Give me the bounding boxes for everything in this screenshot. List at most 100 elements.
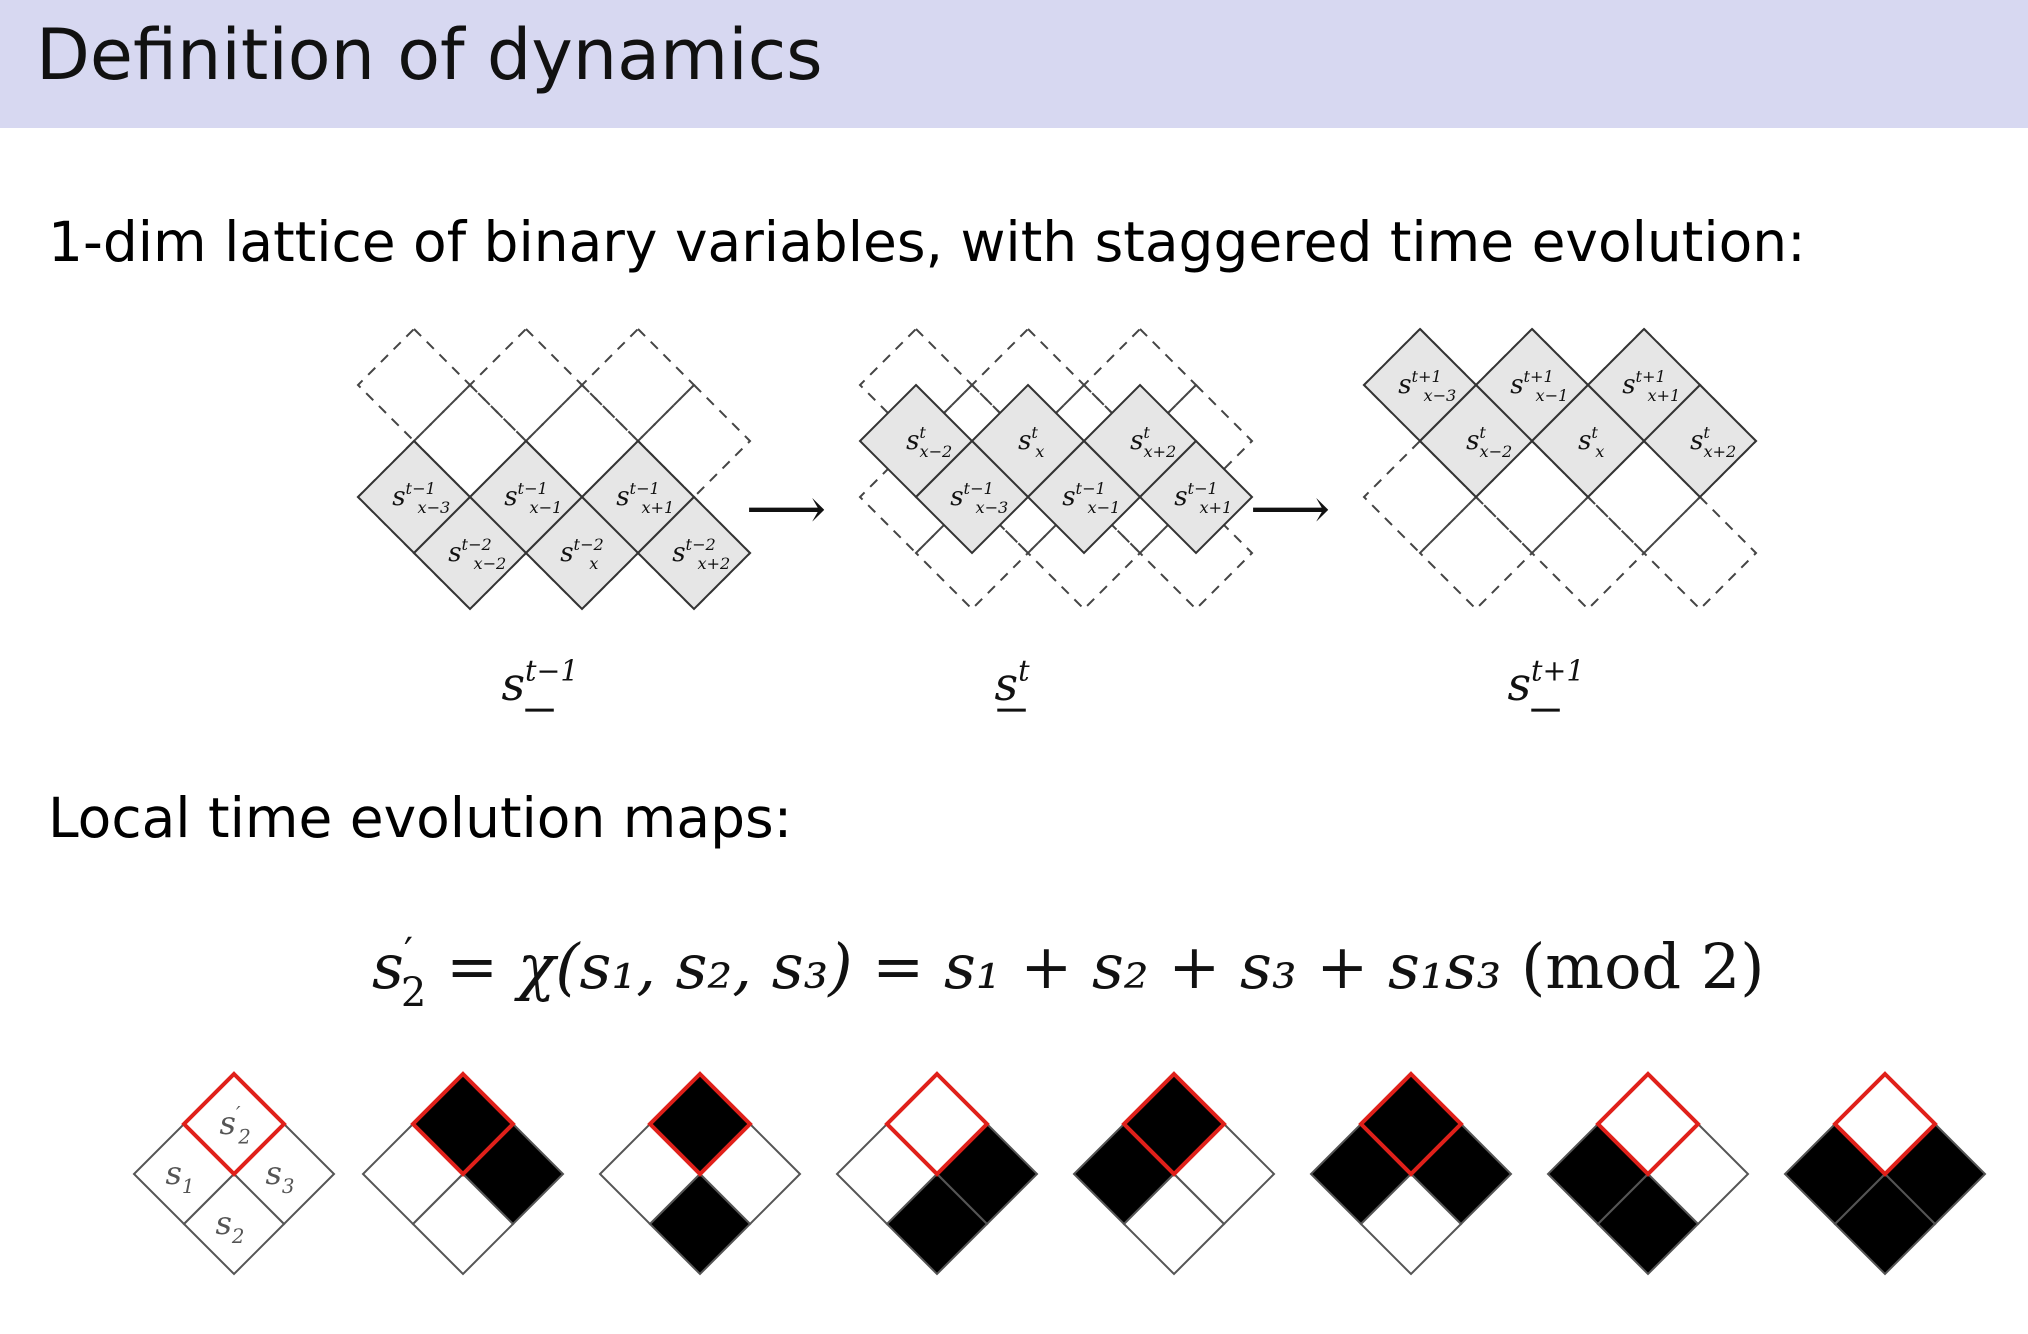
svg-text:s3: s3 [265,1154,294,1198]
svg-text:stx−2: st x−2 [906,423,952,461]
lattice-cell-label: st−1 x+1 [616,479,674,517]
svg-text:stx+2: st x+2 [1130,423,1176,461]
svg-text:st+1x+1: st+1 x+1 [1622,367,1680,405]
legend-cell-highlight [181,1071,287,1177]
local-maps-heading: Local time evolution maps: [48,786,793,850]
rule-legend: s′ 2 s1 s3 s2 [132,1071,336,1276]
lattice-cell-label: st+1 x+1 [1622,367,1680,405]
lattice-cell [1418,383,1534,499]
lattice-caption: st [994,655,1030,712]
rule-cell-s2 [1122,1172,1226,1276]
svg-text:st−1x−1: st−1 x−1 [1062,479,1120,517]
lattice-cell-label: st−2 x−2 [448,535,506,573]
lattice-panel-2: st x−2 st x st x+2 st−1 x−3 st−1 x−1 st−1 x+1 st [858,327,1254,712]
lattice-cell [914,439,1030,555]
lattice-panel-3: st+1 x−3 st+1 x−1 st+1 x+1 st x−2 st x st x+2 st+1 [1362,327,1758,712]
rule-cell-output [1595,1071,1701,1177]
svg-text:s′2 = χ(s₁, s₂, s₃) = s₁ + s₂: s′ 2 = χ(s₁, s₂, s₃) = s₁ + s₂ + s₃ + s₁s… [372,930,1764,1016]
legend-label-top: s′ 2 [220,1103,251,1149]
lattice-cell-label: st x [1018,423,1044,461]
legend-label-bottom: s2 [215,1204,244,1248]
legend-label-left: s1 [165,1154,194,1198]
lattice-cell-label: st−2 x [560,535,604,573]
title-bar [0,0,2028,128]
lattice-cell-label: st x [1578,423,1604,461]
rule-cell-output [884,1071,990,1177]
rule-cell-s2 [1359,1172,1463,1276]
svg-text:st−2x+2: st−2 x+2 [672,535,730,573]
lattice-cell [1642,383,1758,499]
rule-cell-s2 [411,1172,515,1276]
svg-text:st−2x−2: st−2 x−2 [448,535,506,573]
lattice-cell-empty [580,327,696,443]
rule-cell-s2 [1596,1172,1700,1276]
lattice-caption: st−1 [501,655,579,712]
svg-text:s′2: s′ 2 [220,1103,251,1149]
lattice-caption: st+1 [1507,655,1585,712]
lattice-cell-label: st+1 x−1 [1510,367,1568,405]
slide-title: Definition of dynamics [36,14,823,96]
rule-cell-s2 [1833,1172,1937,1276]
arrow-2: ⟶ [1250,477,1330,542]
lattice-cell-label: st−2 x+2 [672,535,730,573]
lattice-intro-text: 1-dim lattice of binary variables, with … [48,210,1806,274]
svg-text:st−1x+1: st−1 x+1 [1174,479,1232,517]
lattice-cell-label: st−1 x−3 [392,479,450,517]
rule-example-6 [1546,1071,1750,1276]
rule-cell-s2 [648,1172,752,1276]
arrow-1: ⟶ [746,477,826,542]
svg-text:st+1x−1: st+1 x−1 [1510,367,1568,405]
svg-text:stx: st x [1018,423,1044,461]
svg-text:st−1: st−1 [501,655,578,711]
rule-example-4 [1072,1071,1276,1276]
lattice-cell-empty [468,327,584,443]
rule-cell-output [1358,1071,1464,1177]
lattice-cell [412,495,528,611]
svg-text:st−1x−3: st−1 x−3 [950,479,1008,517]
lattice-cell [524,495,640,611]
svg-text:st−1x−1: st−1 x−1 [504,479,562,517]
svg-text:st: st [994,655,1030,711]
lattice-cell-label: st x−2 [1466,423,1512,461]
svg-text:stx: st x [1578,423,1604,461]
lattice-cell-label: st−1 x+1 [1174,479,1232,517]
svg-text:st−1x−3: st−1 x−3 [392,479,450,517]
lattice-cell-label: st−1 x−1 [504,479,562,517]
lattice-panel-1: st−1 x−3 st−1 x−1 st−1 x+1 st−2 x−2 st−2 x st−2 x+2… [356,327,752,712]
lattice-cell-label: st x−2 [906,423,952,461]
lattice-cell-label: st−1 x−3 [950,479,1008,517]
legend-label-right: s3 [265,1154,294,1198]
svg-text:stx+2: st x+2 [1690,423,1736,461]
lattice-cell [636,495,752,611]
svg-text:s2: s2 [215,1204,244,1248]
rule-example-1 [361,1071,565,1276]
legend-cell-bottom [182,1172,286,1276]
rule-cell-output [647,1071,753,1177]
lattice-cell-empty [1418,495,1534,611]
lattice-cell-label: st x+2 [1690,423,1736,461]
rule-cell-s2 [885,1172,989,1276]
lattice-cell-empty [356,327,472,443]
rule-example-2 [598,1071,802,1276]
svg-text:st+1: st+1 [1507,655,1584,711]
rule-example-7 [1783,1071,1987,1276]
rule-cell-output [1832,1071,1938,1177]
lattice-cell [1530,383,1646,499]
lattice-cell-label: st+1 x−3 [1398,367,1456,405]
lattice-cell-label: st−1 x−1 [1062,479,1120,517]
lattice-cell-label: st x+2 [1130,423,1176,461]
lattice-cell [1026,439,1142,555]
svg-text:stx−2: st x−2 [1466,423,1512,461]
rule-cell-output [1121,1071,1227,1177]
rule-example-5 [1309,1071,1513,1276]
svg-text:st−1x+1: st−1 x+1 [616,479,674,517]
rule-cell-output [410,1071,516,1177]
rule-example-3 [835,1071,1039,1276]
evolution-equation: s′ 2 = χ(s₁, s₂, s₃) = s₁ + s₂ + s₃ + s₁s… [372,930,1764,1016]
lattice-cell-empty [1642,495,1758,611]
svg-text:s1: s1 [165,1154,194,1198]
lattice-cell-empty [1530,495,1646,611]
svg-text:st−2x: st−2 x [560,535,604,573]
svg-text:st+1x−3: st+1 x−3 [1398,367,1456,405]
